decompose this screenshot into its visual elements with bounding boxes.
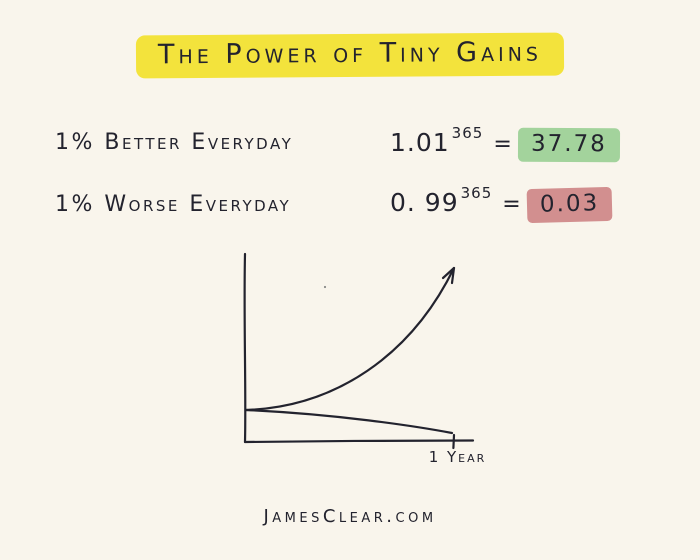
- title-band: The Power of Tiny Gains: [0, 32, 700, 79]
- decay-curve: [244, 408, 454, 435]
- page-title: The Power of Tiny Gains: [157, 36, 543, 71]
- pen-speck: [323, 285, 327, 289]
- worse-formula: 0. 99 365 = 0.03: [390, 184, 613, 224]
- y-axis: [243, 252, 247, 444]
- growth-curve: [244, 266, 456, 412]
- worse-result: 0.03: [526, 186, 613, 224]
- title-highlight: The Power of Tiny Gains: [135, 32, 565, 79]
- x-axis-label: 1 Year: [428, 448, 487, 466]
- worse-exponent: 365: [460, 184, 493, 202]
- worse-label: 1% Worse Everyday: [55, 192, 292, 217]
- worse-base: 0. 99: [390, 188, 459, 217]
- better-result: 37.78: [517, 127, 620, 163]
- one-year-tick: [452, 433, 456, 450]
- better-exponent: 365: [451, 124, 484, 142]
- better-label: 1% Better Everyday: [55, 130, 294, 155]
- better-base: 1.01: [390, 128, 450, 157]
- x-axis: [243, 439, 475, 444]
- worse-equals-sign: =: [502, 192, 522, 217]
- better-formula: 1.01 365 = 37.78: [390, 124, 620, 163]
- better-equals-sign: =: [493, 132, 513, 157]
- site-credit: JamesClear.com: [263, 506, 437, 527]
- growth-arrowhead-icon: [441, 266, 456, 285]
- growth-decay-chart: [243, 252, 475, 450]
